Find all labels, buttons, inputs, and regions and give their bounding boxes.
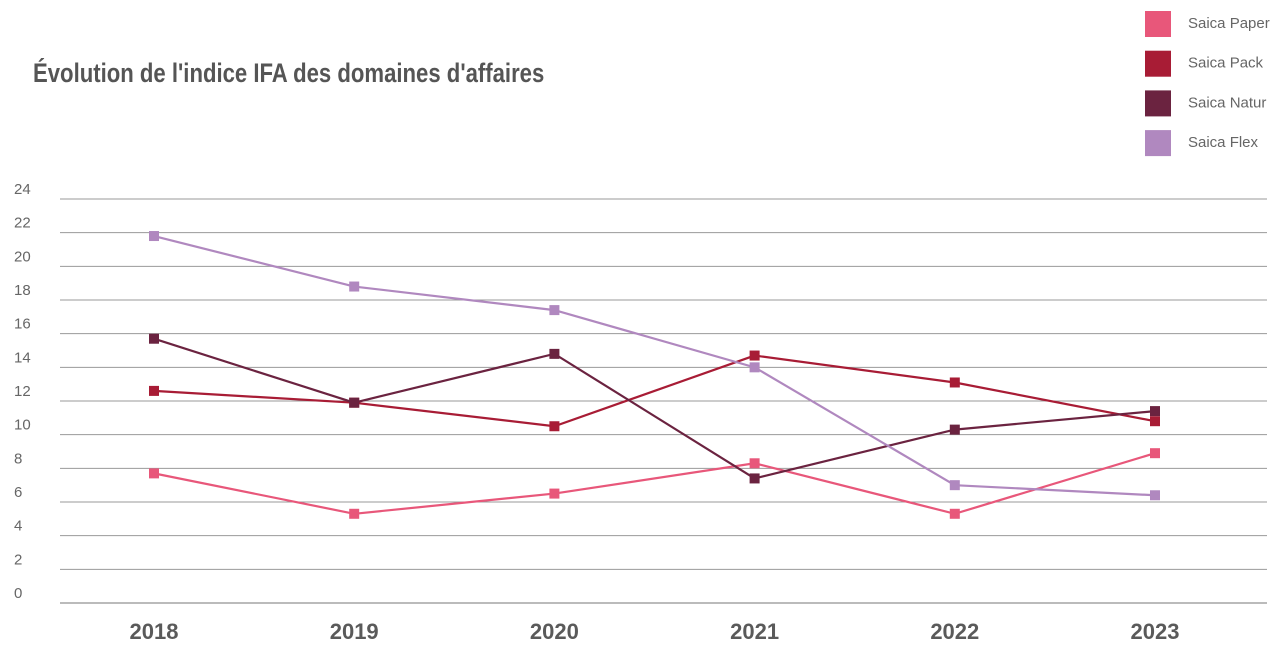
point [149,231,159,242]
point [949,424,960,435]
x-tick-label: 2021 [730,619,779,644]
y-tick-label: 10 [14,417,31,434]
point [1150,416,1160,427]
y-tick-label: 16 [14,316,31,333]
chart-title: Évolution de l'indice IFA des domaines d… [33,58,544,89]
series-line [153,234,1156,497]
y-tick-label: 24 [14,181,31,198]
legend-label: Saica Paper [1188,15,1270,32]
point [149,385,159,396]
point [1150,490,1160,501]
point [549,348,560,359]
y-tick-label: 14 [14,349,31,366]
y-tick-label: 8 [14,450,22,467]
legend-swatch [1145,90,1171,117]
point [549,305,560,316]
y-tick-label: 6 [14,484,22,501]
series-line [153,452,1156,515]
point [749,362,760,373]
y-tick-label: 22 [14,215,31,232]
point [149,333,159,344]
series-line [153,354,1156,428]
legend-label: Saica Flex [1188,134,1259,151]
point [349,508,360,519]
point [149,468,159,479]
point [349,281,360,292]
y-tick-label: 18 [14,282,31,299]
point [949,508,960,519]
legend-label: Saica Natur [1188,94,1266,111]
point [349,397,360,408]
legend-swatch [1145,11,1171,37]
point [749,473,760,484]
legend-swatch [1145,130,1171,157]
y-tick-label: 20 [14,248,31,265]
x-tick-label: 2019 [330,619,379,644]
point [1150,448,1160,459]
point [549,488,560,499]
legend-swatch [1145,50,1171,77]
point [549,421,560,432]
point [949,377,960,388]
y-tick-label: 2 [14,551,22,568]
point [949,480,960,491]
y-tick-label: 0 [14,585,22,602]
x-tick-label: 2018 [130,619,179,644]
y-tick-label: 4 [14,518,22,535]
x-tick-label: 2023 [1131,619,1180,644]
legend-label: Saica Pack [1188,55,1264,72]
x-tick-label: 2020 [530,619,579,644]
point [749,350,760,361]
series-line [153,337,1156,480]
x-tick-label: 2022 [930,619,979,644]
point [749,458,760,469]
y-tick-label: 12 [14,383,31,400]
point [1150,406,1160,417]
